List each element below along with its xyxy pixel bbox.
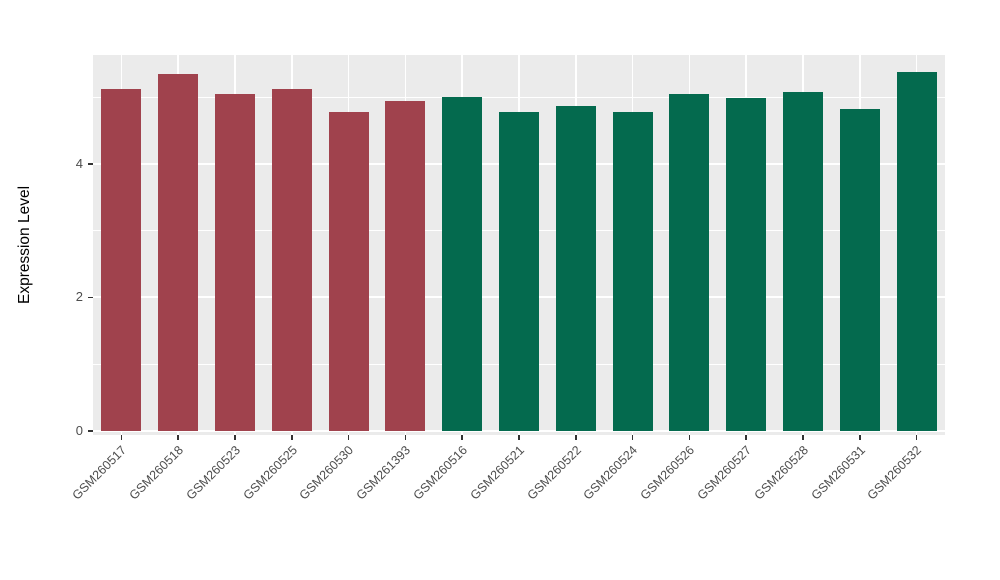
bar xyxy=(215,94,255,431)
x-axis-tick xyxy=(915,435,918,440)
bar xyxy=(271,88,312,431)
x-axis-tick xyxy=(802,435,804,440)
x-axis-tick xyxy=(347,435,350,440)
x-axis-tick xyxy=(575,435,577,440)
x-axis-tick-label: GSM260532 xyxy=(864,443,925,503)
x-axis-tick xyxy=(745,435,747,440)
x-axis-tick-label: GSM260522 xyxy=(524,443,584,503)
y-axis-tick-label: 0 xyxy=(75,423,83,438)
x-axis-tick-label: GSM260521 xyxy=(467,443,527,503)
x-axis-tick xyxy=(291,435,293,440)
bar xyxy=(839,109,880,431)
bar xyxy=(896,71,937,431)
bar xyxy=(555,106,596,431)
bar xyxy=(158,74,199,431)
y-axis-tick xyxy=(88,296,93,299)
x-axis-tick xyxy=(404,435,407,440)
x-axis-tick-label: GSM260528 xyxy=(751,443,811,503)
x-axis-tick-label: GSM260530 xyxy=(296,443,357,503)
x-axis-tick-label: GSM260516 xyxy=(410,443,471,503)
x-axis-tick xyxy=(177,435,179,440)
x-axis-tick xyxy=(688,435,691,440)
x-axis-tick-label: GSM260518 xyxy=(126,443,187,503)
x-axis-tick-label: GSM260526 xyxy=(637,443,698,503)
bar xyxy=(783,91,823,431)
x-axis-tick-label: GSM260524 xyxy=(580,443,641,503)
x-axis-tick-label: GSM260531 xyxy=(808,443,868,503)
y-axis-tick xyxy=(88,163,93,165)
y-axis: 0 2 4 xyxy=(0,55,93,438)
bar xyxy=(442,97,483,431)
x-axis-tick-label: GSM260523 xyxy=(183,443,243,503)
bar xyxy=(328,111,369,431)
x-axis-tick xyxy=(461,435,463,440)
y-axis-tick xyxy=(88,430,93,432)
bar xyxy=(612,111,653,431)
y-axis-tick-label: 4 xyxy=(75,155,83,171)
y-axis-title: Expression Level xyxy=(16,185,33,305)
x-axis: GSM260517 GSM260518 GSM260523 GSM260525 GSM2… xyxy=(70,435,945,580)
y-axis-tick-label: 2 xyxy=(75,289,83,305)
x-axis-tick-label: GSM260517 xyxy=(69,443,130,503)
x-axis-tick xyxy=(234,435,236,440)
x-axis-tick xyxy=(518,435,520,440)
x-axis-tick xyxy=(859,435,861,440)
bar xyxy=(726,98,767,431)
x-axis-tick-label: GSM260527 xyxy=(694,443,755,503)
bar xyxy=(499,111,539,431)
x-axis-tick xyxy=(120,435,123,440)
x-axis-tick-label: GSM261393 xyxy=(353,443,414,503)
x-axis-tick-label: GSM260525 xyxy=(240,443,300,503)
bar xyxy=(385,101,426,431)
x-axis-tick xyxy=(631,435,634,440)
bar xyxy=(101,88,142,431)
plot-panel xyxy=(93,55,945,435)
bar xyxy=(669,94,710,431)
